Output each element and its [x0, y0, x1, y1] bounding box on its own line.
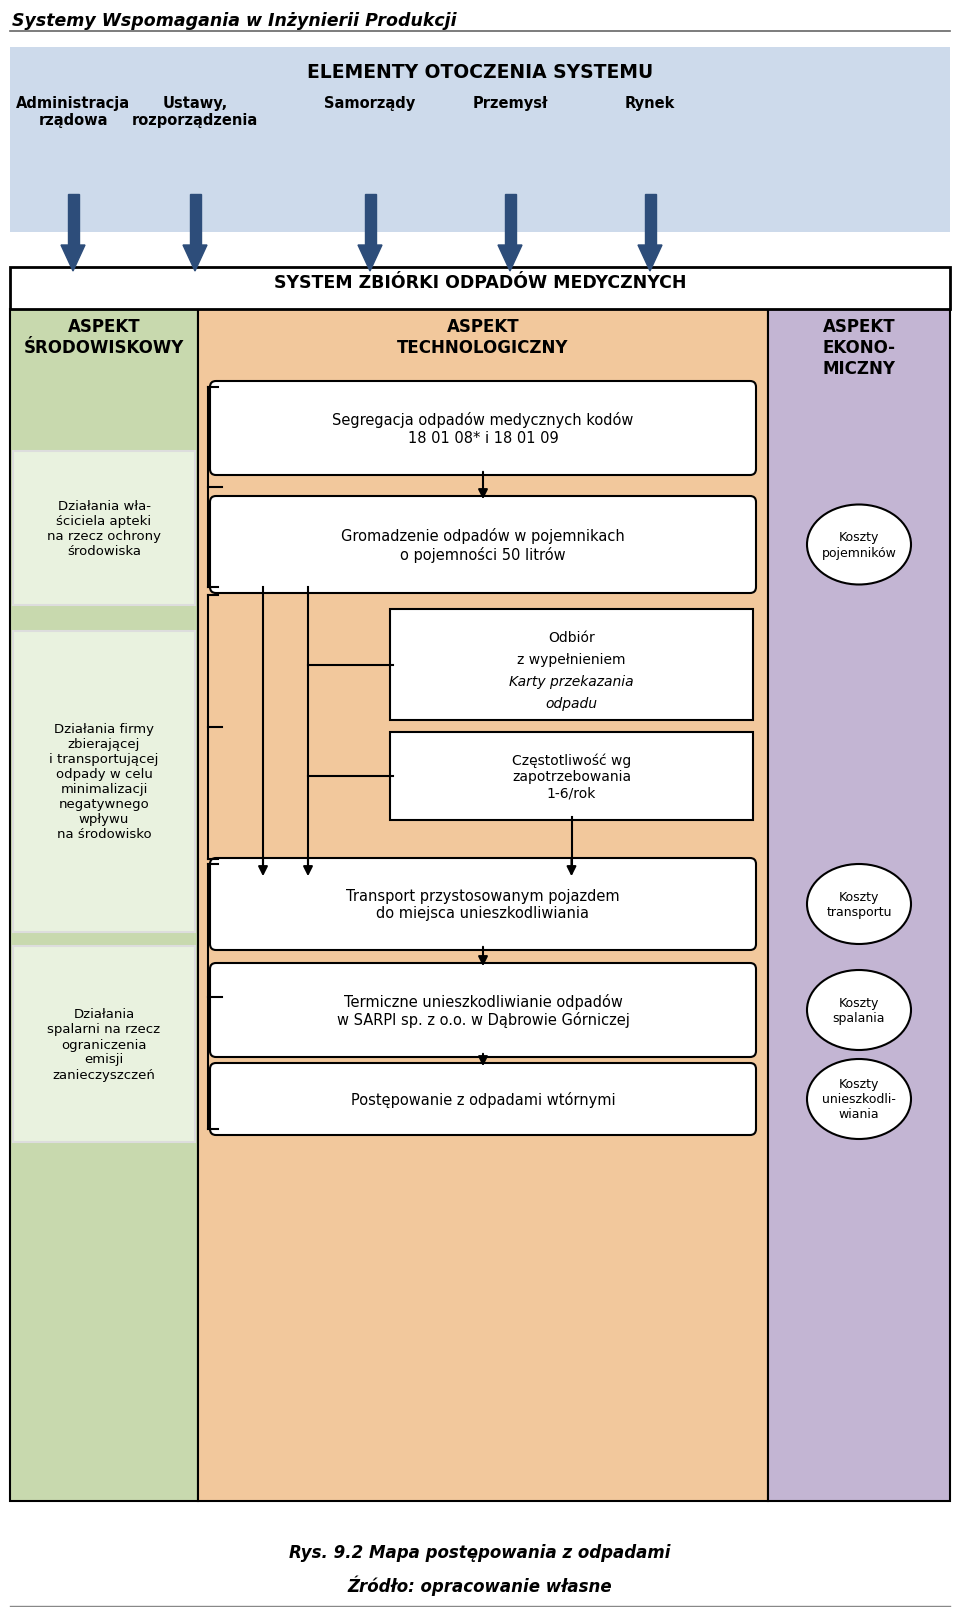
Ellipse shape: [807, 865, 911, 945]
Ellipse shape: [807, 505, 911, 585]
Text: Przemysł: Przemysł: [472, 96, 548, 111]
Polygon shape: [365, 194, 375, 246]
FancyBboxPatch shape: [768, 310, 950, 1501]
Text: Samorządy: Samorządy: [324, 96, 416, 111]
Text: Działania
spalarni na rzecz
ograniczenia
emisji
zanieczyszczeń: Działania spalarni na rzecz ograniczenia…: [47, 1008, 160, 1082]
FancyBboxPatch shape: [210, 382, 756, 476]
FancyBboxPatch shape: [13, 452, 195, 606]
Text: ASPEKT
TECHNOLOGICZNY: ASPEKT TECHNOLOGICZNY: [397, 318, 568, 357]
Text: SYSTEM ZBIÓRKI ODPADÓW MEDYCZNYCH: SYSTEM ZBIÓRKI ODPADÓW MEDYCZNYCH: [274, 273, 686, 292]
FancyBboxPatch shape: [210, 497, 756, 593]
Polygon shape: [638, 246, 662, 272]
Text: Ustawy,
rozporządzenia: Ustawy, rozporządzenia: [132, 96, 258, 129]
FancyBboxPatch shape: [10, 310, 198, 1501]
Text: Gromadzenie odpadów w pojemnikach
o pojemności 50 litrów: Gromadzenie odpadów w pojemnikach o poje…: [341, 527, 625, 562]
Text: odpadu: odpadu: [545, 696, 597, 710]
FancyBboxPatch shape: [390, 609, 753, 720]
Polygon shape: [358, 246, 382, 272]
Text: Działania wła-
ściciela apteki
na rzecz ochrony
środowiska: Działania wła- ściciela apteki na rzecz …: [47, 500, 161, 558]
Ellipse shape: [807, 1059, 911, 1139]
FancyBboxPatch shape: [13, 632, 195, 932]
Text: Rys. 9.2 Mapa postępowania z odpadami: Rys. 9.2 Mapa postępowania z odpadami: [289, 1543, 671, 1560]
FancyBboxPatch shape: [13, 947, 195, 1143]
Text: Systemy Wspomagania w Inżynierii Produkcji: Systemy Wspomagania w Inżynierii Produkc…: [12, 11, 457, 31]
Text: Źródło: opracowanie własne: Źródło: opracowanie własne: [348, 1575, 612, 1596]
FancyBboxPatch shape: [390, 733, 753, 821]
Polygon shape: [183, 246, 207, 272]
Text: Karty przekazania: Karty przekazania: [509, 675, 634, 688]
Text: ASPEKT
ŚRODOWISKOWY: ASPEKT ŚRODOWISKOWY: [24, 318, 184, 357]
Text: Segregacja odpadów medycznych kodów
18 01 08* i 18 01 09: Segregacja odpadów medycznych kodów 18 0…: [332, 411, 634, 445]
Text: Postępowanie z odpadami wtórnymi: Postępowanie z odpadami wtórnymi: [350, 1091, 615, 1107]
FancyBboxPatch shape: [198, 310, 768, 1501]
FancyBboxPatch shape: [210, 964, 756, 1057]
Polygon shape: [189, 194, 201, 246]
FancyBboxPatch shape: [210, 858, 756, 950]
Text: z wypełnieniem: z wypełnieniem: [517, 652, 626, 667]
Text: Koszty
spalania: Koszty spalania: [832, 996, 885, 1024]
FancyBboxPatch shape: [10, 268, 950, 310]
Text: Rynek: Rynek: [625, 96, 675, 111]
Polygon shape: [67, 194, 79, 246]
Text: Odbiór: Odbiór: [548, 630, 595, 644]
Text: Działania firmy
zbierającej
i transportującej
odpady w celu
minimalizacji
negaty: Działania firmy zbierającej i transportu…: [49, 723, 158, 840]
Text: Częstotliwość wg
zapotrzebowania
1-6/rok: Częstotliwość wg zapotrzebowania 1-6/rok: [512, 754, 631, 800]
Text: ASPEKT
EKONO-
MICZNY: ASPEKT EKONO- MICZNY: [823, 318, 896, 378]
Text: Termiczne unieszkodliwianie odpadów
w SARPI sp. z o.o. w Dąbrowie Górniczej: Termiczne unieszkodliwianie odpadów w SA…: [337, 993, 630, 1027]
Text: Koszty
pojemników: Koszty pojemników: [822, 532, 897, 559]
Text: Koszty
transportu: Koszty transportu: [827, 890, 892, 919]
FancyBboxPatch shape: [210, 1064, 756, 1135]
Polygon shape: [505, 194, 516, 246]
Polygon shape: [498, 246, 522, 272]
Polygon shape: [644, 194, 656, 246]
Text: Koszty
unieszkodli-
wiania: Koszty unieszkodli- wiania: [822, 1078, 896, 1120]
Ellipse shape: [807, 971, 911, 1051]
Text: Administracja
rządowa: Administracja rządowa: [16, 96, 130, 129]
Text: ELEMENTY OTOCZENIA SYSTEMU: ELEMENTY OTOCZENIA SYSTEMU: [307, 63, 653, 82]
Text: Transport przystosowanym pojazdem
do miejsca unieszkodliwiania: Transport przystosowanym pojazdem do mie…: [347, 889, 620, 921]
Polygon shape: [61, 246, 85, 272]
FancyBboxPatch shape: [10, 48, 950, 233]
